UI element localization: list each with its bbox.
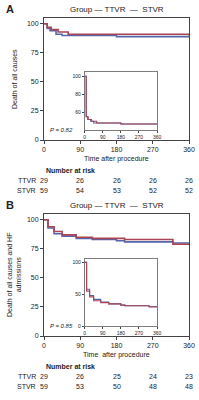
svg-text:100: 100 <box>73 73 82 79</box>
svg-text:0: 0 <box>83 134 86 140</box>
svg-text:26: 26 <box>113 177 121 184</box>
svg-text:26: 26 <box>76 177 84 184</box>
svg-text:360: 360 <box>153 134 162 140</box>
svg-text:Number at risk: Number at risk <box>46 167 95 174</box>
svg-text:52: 52 <box>149 187 157 194</box>
svg-text:26: 26 <box>149 177 157 184</box>
svg-text:25: 25 <box>31 303 39 310</box>
svg-text:48: 48 <box>149 383 157 390</box>
svg-text:0: 0 <box>35 136 39 143</box>
svg-text:26: 26 <box>76 373 84 380</box>
svg-text:TTVR: TTVR <box>18 373 36 380</box>
svg-text:75: 75 <box>31 245 39 252</box>
svg-text:Death of all causes and HFadmi: Death of all causes and HFadmissions <box>6 233 22 317</box>
svg-text:Group — TTVR — STVR: Group — TTVR — STVR <box>70 5 164 14</box>
svg-text:52: 52 <box>185 187 193 194</box>
svg-text:90: 90 <box>100 330 106 336</box>
svg-text:STVR: STVR <box>17 383 36 390</box>
svg-text:54: 54 <box>76 187 84 194</box>
svg-text:180: 180 <box>111 146 123 153</box>
svg-text:90: 90 <box>76 146 84 153</box>
svg-text:25: 25 <box>31 107 39 114</box>
svg-text:Group — TTVR — STVR: Group — TTVR — STVR <box>70 201 164 210</box>
svg-text:100: 100 <box>27 20 39 27</box>
svg-text:180: 180 <box>117 134 126 140</box>
svg-text:59: 59 <box>40 187 48 194</box>
svg-text:90: 90 <box>100 134 106 140</box>
svg-text:50: 50 <box>75 291 81 297</box>
svg-text:Time after procedure: Time after procedure <box>83 351 150 359</box>
svg-text:360: 360 <box>183 342 195 349</box>
svg-text:48: 48 <box>185 383 193 390</box>
svg-text:90: 90 <box>76 342 84 349</box>
svg-text:75: 75 <box>31 49 39 56</box>
svg-text:Death of all causes: Death of all causes <box>11 49 18 109</box>
svg-text:29: 29 <box>40 373 48 380</box>
svg-text:P = 0.85: P = 0.85 <box>50 323 73 329</box>
svg-text:A: A <box>6 3 14 15</box>
svg-text:100: 100 <box>73 259 82 265</box>
svg-text:360: 360 <box>183 146 195 153</box>
svg-text:P = 0.82: P = 0.82 <box>50 127 73 133</box>
svg-text:24: 24 <box>149 373 157 380</box>
svg-text:60: 60 <box>75 109 81 115</box>
svg-text:80: 80 <box>75 91 81 97</box>
svg-text:59: 59 <box>40 383 48 390</box>
svg-text:0: 0 <box>83 330 86 336</box>
svg-text:Number at risk: Number at risk <box>46 363 95 370</box>
svg-text:TTVR: TTVR <box>18 177 36 184</box>
svg-text:270: 270 <box>135 134 144 140</box>
svg-text:50: 50 <box>31 274 39 281</box>
svg-text:23: 23 <box>185 373 193 380</box>
svg-text:180: 180 <box>111 342 123 349</box>
svg-text:STVR: STVR <box>17 187 36 194</box>
svg-text:50: 50 <box>31 78 39 85</box>
svg-text:270: 270 <box>135 330 144 336</box>
svg-text:0: 0 <box>78 323 81 329</box>
svg-text:29: 29 <box>40 177 48 184</box>
svg-text:0: 0 <box>42 342 46 349</box>
svg-text:100: 100 <box>27 216 39 223</box>
svg-text:25: 25 <box>113 373 121 380</box>
svg-text:0: 0 <box>42 146 46 153</box>
svg-text:53: 53 <box>113 187 121 194</box>
svg-text:26: 26 <box>185 177 193 184</box>
svg-text:Time after procedure: Time after procedure <box>84 155 149 163</box>
svg-text:50: 50 <box>113 383 121 390</box>
svg-text:270: 270 <box>147 146 159 153</box>
svg-text:B: B <box>6 199 14 211</box>
svg-text:0: 0 <box>35 332 39 339</box>
svg-text:53: 53 <box>76 383 84 390</box>
svg-text:360: 360 <box>153 330 162 336</box>
svg-text:270: 270 <box>147 342 159 349</box>
svg-text:180: 180 <box>117 330 126 336</box>
